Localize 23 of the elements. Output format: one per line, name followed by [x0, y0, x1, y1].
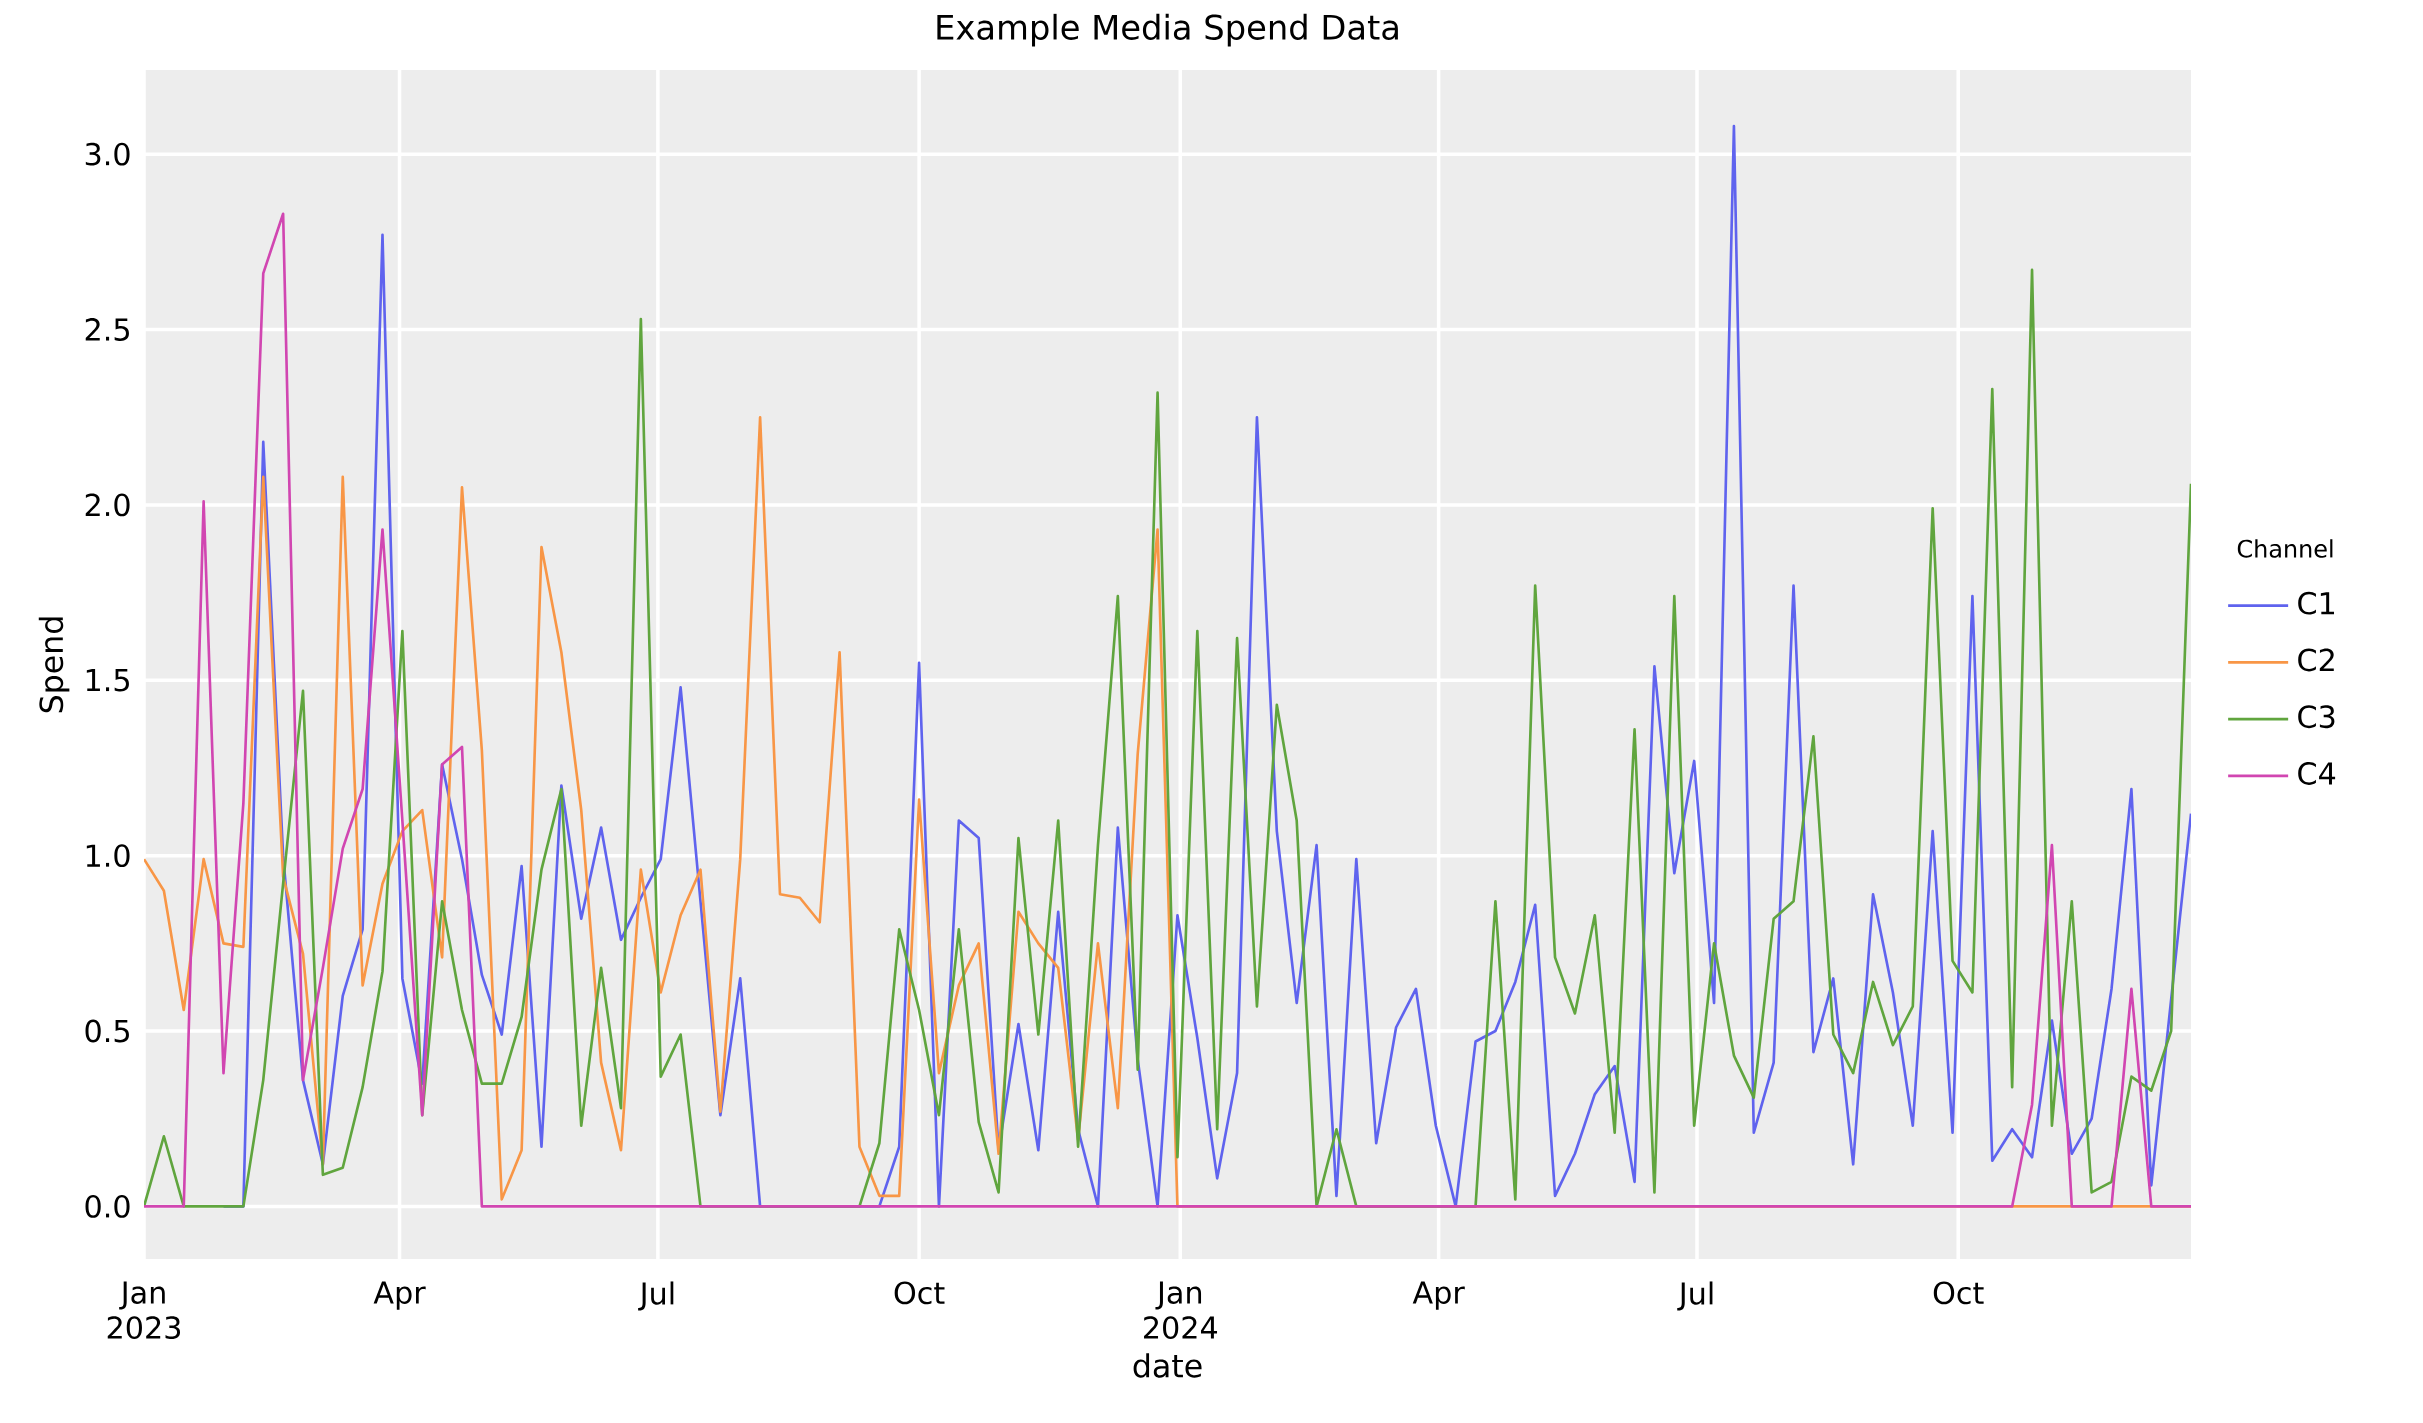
- y-tick-label: 2.0: [85, 493, 130, 517]
- legend-label: C1: [2298, 591, 2335, 615]
- y-tick-label: 1.0: [86, 844, 130, 868]
- x-tick-label: Apr: [1412, 1281, 1465, 1310]
- y-axis-title: Spend: [38, 617, 70, 713]
- x-tick-label: Oct: [894, 1281, 945, 1305]
- legend-label: C3: [2298, 705, 2335, 729]
- x-tick-label: Jul: [1677, 1281, 1713, 1311]
- legend-title: Channel: [2237, 539, 2333, 558]
- x-tick-label: Jan 2023: [107, 1281, 181, 1340]
- y-tick-label: 3.0: [85, 142, 130, 166]
- y-tick-label: 1.5: [86, 669, 129, 692]
- y-tick-label: 0.0: [85, 1194, 130, 1218]
- legend-label: C4: [2298, 762, 2336, 785]
- x-tick-label: Jan 2024: [1144, 1281, 1218, 1340]
- x-tick-label: Apr: [373, 1281, 426, 1310]
- y-tick-label: 2.5: [85, 318, 129, 341]
- x-tick-label: Jul: [638, 1281, 674, 1311]
- x-tick-label: Oct: [1933, 1281, 1984, 1305]
- legend-label: C2: [2298, 648, 2334, 672]
- chart-title: Example Media Spend Data: [937, 13, 1398, 47]
- y-tick-label: 0.5: [85, 1019, 129, 1043]
- x-axis-title: date: [1133, 1353, 1202, 1378]
